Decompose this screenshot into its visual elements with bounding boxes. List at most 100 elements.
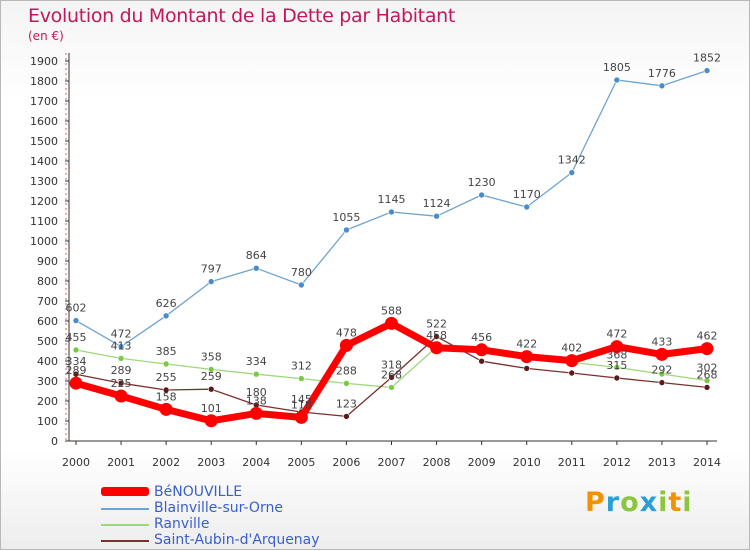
series-b-nouville	[69, 316, 714, 428]
y-tick-label: 400	[37, 355, 58, 368]
data-point	[343, 226, 350, 234]
x-tick-label: 2012	[603, 456, 631, 469]
legend-swatch-blainville	[101, 508, 149, 510]
data-point	[613, 76, 621, 84]
y-tick-label: 600	[37, 315, 58, 328]
y-tick-label: 1800	[30, 75, 58, 88]
logo-letter: t	[668, 487, 683, 518]
data-point	[339, 338, 353, 352]
data-labels: 602 472 626 797 864 780 1055 1145 1124 1230 1170 13…	[66, 52, 722, 415]
data-point	[114, 389, 128, 403]
data-point	[385, 316, 398, 330]
data-label: 456	[471, 331, 492, 344]
data-label: 292	[651, 364, 672, 377]
data-label: 1055	[332, 211, 360, 224]
y-tick-label: 1600	[30, 115, 58, 128]
x-tick-label: 2003	[197, 456, 225, 469]
data-point	[703, 384, 711, 391]
data-label: 268	[381, 368, 402, 381]
x-tick-label: 2010	[513, 456, 541, 469]
y-tick-label: 700	[37, 295, 58, 308]
data-point	[204, 414, 218, 428]
data-point	[162, 312, 170, 320]
data-point	[162, 386, 170, 394]
data-label: 422	[516, 338, 537, 351]
legend-label-blainville: Blainville-sur-Orne	[154, 500, 283, 516]
data-point	[568, 169, 576, 176]
x-tick-label: 2008	[423, 456, 451, 469]
y-tick-label: 900	[37, 255, 58, 268]
data-label: 158	[156, 390, 177, 403]
x-tick-label: 2009	[468, 456, 496, 469]
data-point	[252, 370, 260, 378]
data-label: 385	[156, 345, 177, 358]
data-label: 145	[291, 393, 312, 406]
data-label: 101	[201, 402, 222, 415]
data-label: 1805	[603, 61, 631, 74]
data-point	[520, 350, 534, 364]
proxiti-logo: Proxiti	[585, 487, 693, 518]
data-label: 413	[111, 339, 132, 352]
data-label: 138	[246, 394, 267, 407]
data-point	[117, 343, 125, 350]
data-label: 288	[336, 364, 357, 377]
y-tick-label: 1900	[30, 55, 58, 68]
logo-letter: x	[639, 487, 659, 518]
y-tick-label: 1300	[30, 175, 58, 188]
data-point	[565, 354, 579, 368]
data-point	[298, 281, 305, 289]
legend-label-ranville: Ranville	[154, 516, 210, 532]
legend-swatch-saint-aubin	[101, 540, 149, 542]
data-label: 455	[66, 331, 87, 344]
data-point	[343, 380, 350, 387]
y-tick-label: 200	[37, 395, 58, 408]
data-point	[388, 374, 395, 381]
data-label: 472	[606, 328, 627, 341]
y-tick-label: 500	[37, 335, 58, 348]
data-label: 1852	[693, 52, 721, 65]
data-label: 472	[111, 328, 132, 341]
x-tick-label: 2001	[107, 456, 135, 469]
data-point	[478, 357, 485, 365]
y-tick-label: 1400	[30, 155, 58, 168]
logo-letter: r	[605, 487, 621, 518]
data-label: 312	[291, 360, 312, 373]
data-point	[433, 333, 440, 340]
data-label: 602	[66, 302, 87, 315]
legend-swatch-ranville	[101, 524, 149, 526]
x-tick-label: 2014	[693, 456, 721, 469]
data-label: 433	[651, 335, 672, 348]
unit-label: (en €)	[28, 29, 64, 43]
data-label: 797	[201, 263, 222, 276]
data-label: 334	[246, 355, 267, 368]
x-tick-label: 2002	[152, 456, 180, 469]
data-point	[658, 82, 666, 90]
data-point	[343, 413, 350, 420]
data-label: 402	[561, 342, 582, 355]
data-point	[613, 374, 621, 382]
data-point	[523, 365, 531, 372]
data-label: 522	[426, 318, 447, 331]
data-point	[703, 377, 711, 384]
data-point	[658, 379, 666, 386]
data-point	[655, 347, 669, 361]
data-label: 478	[336, 326, 357, 339]
data-point	[207, 278, 215, 285]
data-point	[294, 410, 308, 424]
data-label: 289	[66, 364, 87, 377]
data-label: 318	[381, 358, 402, 371]
data-label: 289	[111, 364, 132, 377]
data-point	[613, 364, 621, 371]
data-label: 123	[336, 397, 357, 410]
y-tick-label: 800	[37, 275, 58, 288]
data-point	[430, 341, 444, 355]
logo-letter: i	[658, 487, 669, 518]
data-label: 462	[697, 330, 718, 343]
data-label: 1145	[378, 193, 406, 206]
data-label: 780	[291, 266, 312, 279]
data-label: 368	[606, 348, 627, 361]
axes: 0 100 200 300 400 500 600 700 800 900 1000 1100 1200…	[30, 53, 721, 469]
data-label: 255	[156, 371, 177, 384]
